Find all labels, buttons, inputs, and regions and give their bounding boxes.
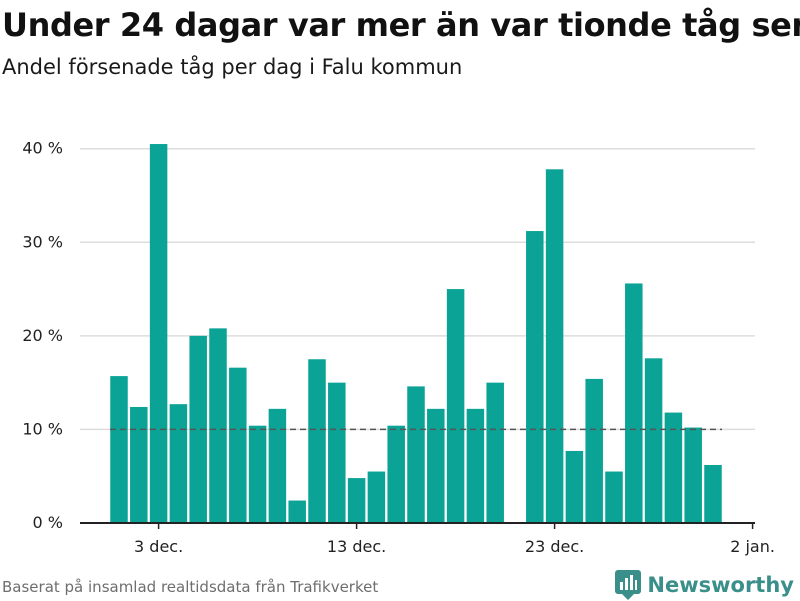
- brand-name: Newsworthy: [647, 573, 794, 597]
- y-tick-label: 30 %: [22, 232, 63, 251]
- x-tick-label: 3 dec.: [134, 537, 183, 556]
- bar: [288, 500, 306, 523]
- bar: [644, 358, 663, 523]
- bar: [308, 359, 326, 523]
- bar: [407, 386, 425, 523]
- bar: [625, 283, 643, 523]
- bar: [585, 378, 603, 523]
- bar: [446, 289, 465, 523]
- x-tick-label: 23 dec.: [525, 537, 584, 556]
- y-tick-label: 40 %: [22, 139, 63, 158]
- brand-logo: Newsworthy: [615, 569, 794, 601]
- y-tick-label: 0 %: [33, 513, 63, 532]
- bar: [486, 382, 504, 523]
- bar-chart-logo-icon: [615, 570, 642, 600]
- bar: [387, 425, 405, 523]
- x-tick-label: 2 jan.: [730, 537, 775, 556]
- chart-subtitle: Andel försenade tåg per dag i Falu kommu…: [2, 55, 463, 79]
- chart-title: Under 24 dagar var mer än var tionde tåg…: [2, 6, 800, 44]
- bar: [367, 471, 386, 523]
- bar: [545, 169, 564, 524]
- bar: [565, 450, 584, 523]
- bars: [110, 144, 722, 524]
- bar: [328, 382, 346, 523]
- bar: [268, 408, 287, 523]
- y-tick-label: 20 %: [22, 326, 63, 345]
- bar: [248, 425, 267, 523]
- bar: [684, 427, 702, 523]
- bar: [209, 328, 227, 523]
- bar: [427, 408, 445, 523]
- bar-chart: 0 % 10 % 20 % 30 % 40 % 3 dec. 13 dec. 23 dec. 2…: [22, 139, 775, 556]
- bar: [130, 406, 148, 523]
- bar: [189, 335, 207, 523]
- bar: [526, 231, 544, 524]
- bar: [149, 144, 168, 524]
- bar: [347, 478, 366, 523]
- bar: [169, 404, 188, 523]
- bar: [466, 408, 485, 523]
- bar: [229, 367, 247, 523]
- x-tick-label: 13 dec.: [327, 537, 386, 556]
- axes: 0 % 10 % 20 % 30 % 40 % 3 dec. 13 dec. 23 dec. 2…: [22, 139, 775, 556]
- source-note: Baserat på insamlad realtidsdata från Tr…: [2, 578, 379, 596]
- bar: [605, 471, 623, 523]
- bar: [110, 376, 128, 523]
- bar: [664, 412, 683, 523]
- bar: [704, 464, 722, 523]
- y-tick-label: 10 %: [22, 419, 63, 438]
